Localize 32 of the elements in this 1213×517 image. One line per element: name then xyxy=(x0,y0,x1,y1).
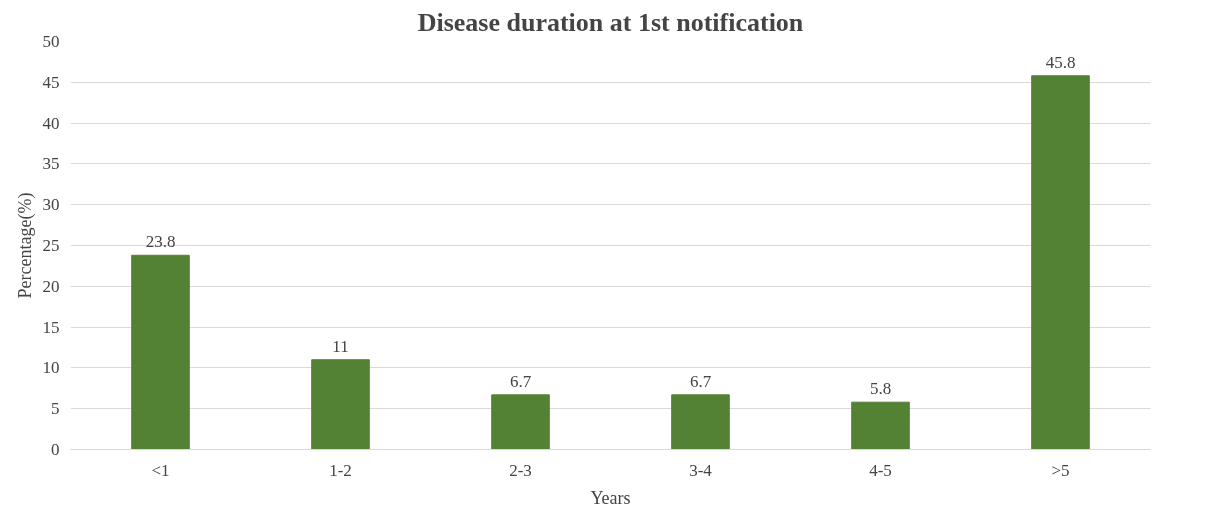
x-tick-label: 2-3 xyxy=(509,460,532,480)
bar xyxy=(851,401,910,450)
y-tick-label: 25 xyxy=(42,236,60,255)
y-tick-label: 35 xyxy=(42,154,60,174)
data-label: 11 xyxy=(332,336,349,356)
x-tick-label: <1 xyxy=(151,460,170,480)
x-tick-label: 4-5 xyxy=(869,460,892,480)
data-label: 6.7 xyxy=(689,371,712,391)
x-tick-label: 3-4 xyxy=(689,460,713,480)
x-tick-label: >5 xyxy=(1051,460,1070,480)
y-axis-title: Percentage(%) xyxy=(14,192,36,299)
x-tick-label: 1-2 xyxy=(329,460,352,480)
y-tick-label: 20 xyxy=(42,276,60,296)
bar xyxy=(671,394,730,450)
y-tick-label: 10 xyxy=(42,358,60,378)
y-tick-label: 50 xyxy=(42,32,60,51)
bar xyxy=(1031,75,1090,450)
bar xyxy=(311,359,370,450)
y-tick-label: 0 xyxy=(51,440,60,459)
chart-title: Disease duration at 1st notification xyxy=(417,7,804,37)
bar xyxy=(491,394,550,450)
data-label: 5.8 xyxy=(869,379,892,399)
x-axis-title: Years xyxy=(590,487,631,508)
y-tick-label: 30 xyxy=(42,195,60,215)
y-tick-label: 5 xyxy=(51,399,60,419)
bar xyxy=(131,254,190,450)
y-tick-label: 15 xyxy=(42,317,60,337)
y-tick-label: 40 xyxy=(42,113,60,133)
y-tick-label: 45 xyxy=(42,72,60,92)
data-label: 23.8 xyxy=(145,232,176,252)
data-label: 6.7 xyxy=(509,371,532,391)
data-label: 45.8 xyxy=(1045,52,1076,72)
